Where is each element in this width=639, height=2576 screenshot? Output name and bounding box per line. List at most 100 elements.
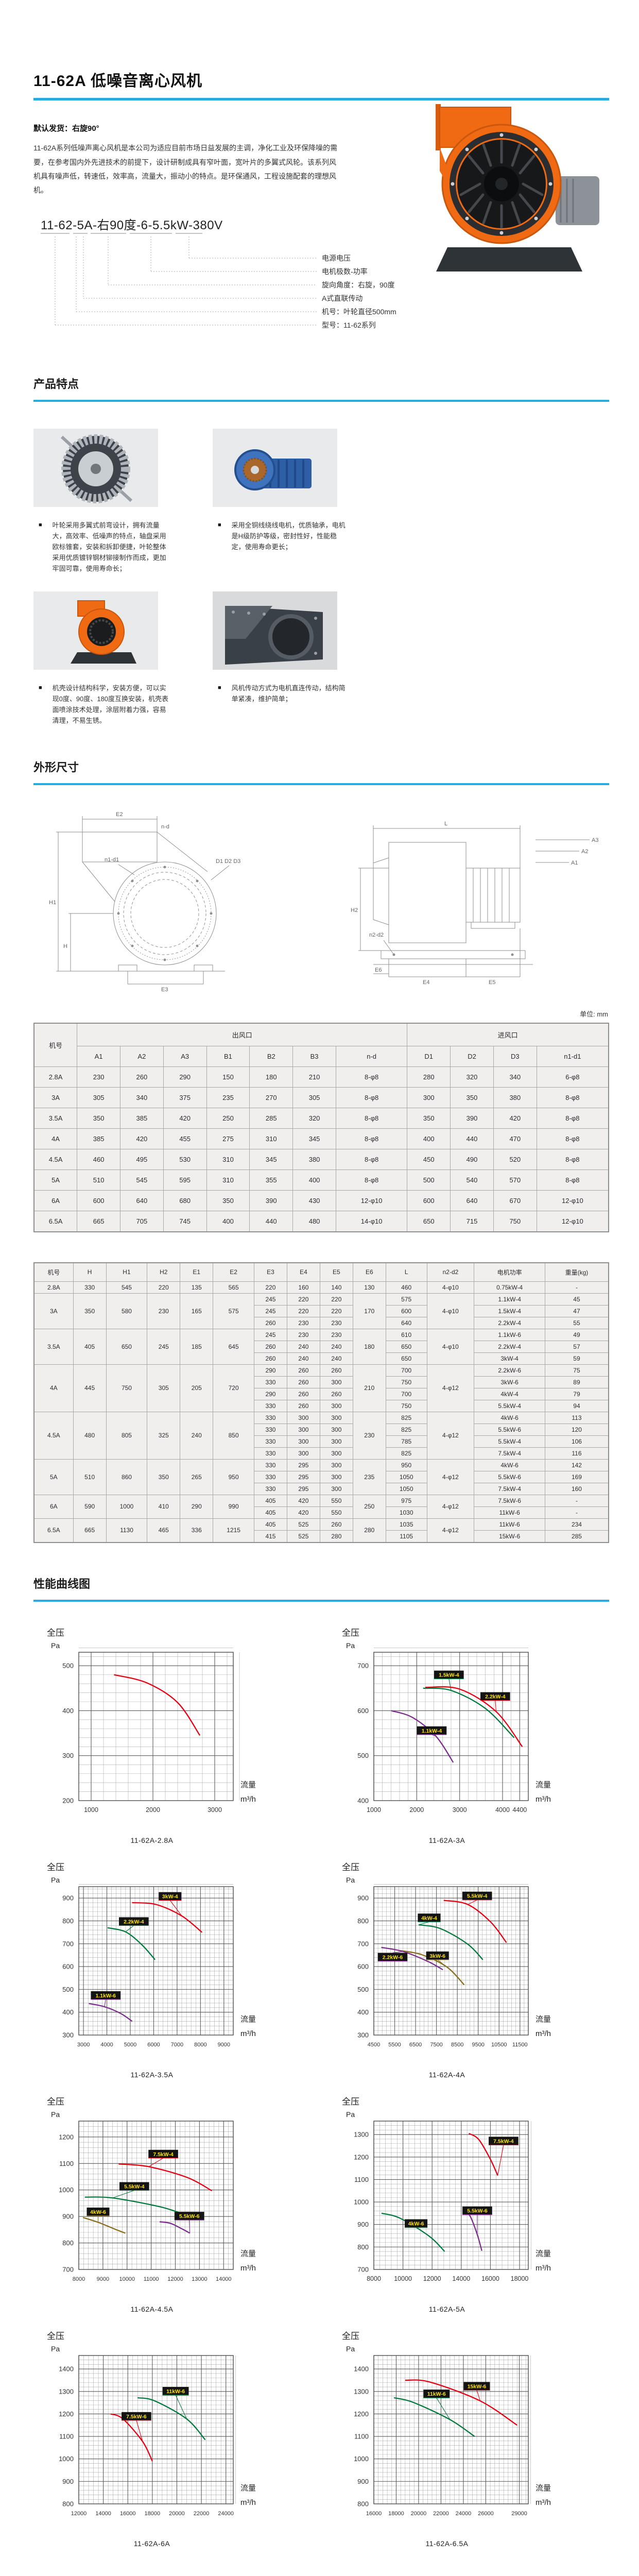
svg-text:700: 700 — [357, 1940, 369, 1947]
table-cell: 705 — [119, 1210, 164, 1232]
table-cell: 455 — [163, 1128, 207, 1149]
table-cell: 4-φ12 — [426, 1494, 475, 1519]
table-cell: 3kW-4 — [474, 1352, 545, 1365]
curve-label: 15kW-6 — [468, 2383, 487, 2389]
table-cell: 750 — [385, 1399, 427, 1412]
curve-0.75kW-4 — [114, 1674, 201, 1736]
table-row: 245 220 220 600 1.5kW-4 47 — [34, 1304, 609, 1317]
table-cell: 350 — [77, 1107, 120, 1129]
svg-text:m³/h: m³/h — [536, 2498, 551, 2507]
table-cell: 89 — [544, 1376, 609, 1388]
table-cell: 245 — [253, 1328, 287, 1341]
table-cell: 405 — [73, 1328, 107, 1365]
svg-text:1100: 1100 — [59, 2159, 74, 2167]
table-cell: 400 — [206, 1210, 250, 1232]
svg-text:A1: A1 — [571, 860, 578, 866]
table-cell: 6-φ8 — [536, 1066, 609, 1088]
svg-text:9500: 9500 — [472, 2042, 484, 2048]
svg-text:8500: 8500 — [451, 2042, 463, 2048]
svg-text:m³/h: m³/h — [536, 2029, 551, 2038]
table-cell: 410 — [147, 1494, 181, 1519]
product-description: 11-62A系列低噪声离心风机是本公司为适应目前市场日益发展的主调，净化工业及环… — [33, 144, 338, 195]
svg-text:900: 900 — [62, 1894, 74, 1902]
table-cell: 420 — [163, 1107, 207, 1129]
svg-text:18000: 18000 — [388, 2511, 404, 2517]
table-cell: 825 — [385, 1447, 427, 1460]
table-cell: 300 — [319, 1459, 353, 1471]
svg-text:Pa: Pa — [51, 1876, 60, 1884]
unit-note: 单位: mm — [580, 1010, 608, 1018]
svg-text:1200: 1200 — [59, 2410, 74, 2418]
section-rule — [33, 1599, 609, 1602]
table-row: 2.8A 330 545 220 135 565 220 160 140 130 460 4-φ10 0… — [33, 1281, 609, 1294]
curve-label: 2.2kW-6 — [383, 1954, 403, 1960]
table-cell: 245 — [147, 1328, 181, 1365]
table-cell: 860 — [106, 1459, 148, 1495]
curve-5.5kW-4 — [84, 2196, 182, 2214]
table-cell: 250 — [206, 1107, 250, 1129]
curve-label: 5.5kW-6 — [179, 2213, 200, 2219]
table-row: 5A 510 545 595 310 355 400 8-φ8 500 540 570 8-φ8 — [33, 1169, 609, 1191]
table-cell: 720 — [213, 1364, 254, 1412]
table-cell: 330 — [253, 1482, 287, 1495]
bullet-icon: ■ — [39, 685, 42, 691]
svg-text:7000: 7000 — [171, 2042, 183, 2048]
feature-image-casing — [33, 591, 158, 670]
table-cell: 300 — [319, 1399, 353, 1412]
table-cell: 385 — [119, 1107, 164, 1129]
section-rule — [33, 783, 609, 785]
svg-text:900: 900 — [357, 2221, 369, 2228]
performance-chart-svg: 1000 2000 3000 4000 4400 400 500 600 700 全压 Pa 流量 m³… — [342, 1628, 551, 1814]
curve-label: 11kW-6 — [427, 2391, 446, 2397]
table-cell: 8-φ8 — [536, 1148, 609, 1170]
svg-text:1100: 1100 — [354, 2176, 369, 2183]
table-cell: 495 — [119, 1148, 164, 1170]
table-cell: 285 — [249, 1107, 293, 1129]
svg-text:18000: 18000 — [511, 2275, 529, 2282]
table-cell: 400 — [407, 1128, 451, 1149]
table-cell: 230 — [147, 1293, 181, 1329]
table-cell: 640 — [450, 1190, 494, 1211]
table-cell: 6A — [33, 1190, 78, 1211]
svg-text:全压: 全压 — [342, 1628, 359, 1638]
table-cell: 375 — [163, 1087, 207, 1108]
table-cell: 350 — [206, 1190, 250, 1211]
table-cell: 7.5kW-4 — [474, 1447, 545, 1460]
table-cell: 240 — [319, 1352, 353, 1365]
curve-4kW-6 — [82, 2216, 126, 2234]
table-cell: 300 — [319, 1470, 353, 1483]
table-cell: 240 — [286, 1340, 320, 1353]
feature-image-impeller — [33, 429, 158, 507]
feature-caption: 叶轮采用多翼式前弯设计，拥有流量大，高效率、低噪声的特点，轴盘采用欧标锥套，安装… — [52, 521, 166, 572]
svg-text:1000: 1000 — [354, 2455, 369, 2463]
table-cell: 1.1kW-4 — [474, 1293, 545, 1306]
table-cell: 385 — [77, 1128, 120, 1149]
svg-text:900: 900 — [62, 2477, 74, 2485]
feature-image-motor — [213, 429, 337, 507]
table-cell: 750 — [106, 1364, 148, 1412]
svg-text:流量: 流量 — [240, 2015, 256, 2024]
svg-text:13000: 13000 — [192, 2276, 208, 2282]
table-cell: 230 — [319, 1316, 353, 1329]
table-cell: 1030 — [385, 1506, 427, 1519]
table-cell: 45 — [544, 1293, 609, 1306]
table-cell: 230 — [77, 1066, 120, 1088]
table-cell: 420 — [493, 1107, 537, 1129]
table-cell: 220 — [147, 1281, 181, 1294]
table-cell: 6.5A — [33, 1518, 74, 1543]
svg-text:全压: 全压 — [342, 2097, 359, 2107]
table-cell: 785 — [385, 1435, 427, 1448]
table-cell: 4kW-6 — [474, 1411, 545, 1424]
svg-text:8000: 8000 — [367, 2275, 381, 2282]
table-cell: 3A — [33, 1087, 78, 1108]
table-cell: 116 — [544, 1447, 609, 1460]
table-cell: 260 — [319, 1364, 353, 1377]
curve-1.5kW-4 — [423, 1687, 515, 1738]
table-cell: 1215 — [213, 1518, 254, 1543]
table-cell: 480 — [292, 1210, 336, 1232]
table-cell: 440 — [450, 1128, 494, 1149]
svg-text:900: 900 — [357, 1894, 369, 1902]
table-cell: 113 — [544, 1411, 609, 1424]
svg-text:m³/h: m³/h — [240, 2029, 256, 2038]
svg-text:29000: 29000 — [511, 2511, 527, 2517]
